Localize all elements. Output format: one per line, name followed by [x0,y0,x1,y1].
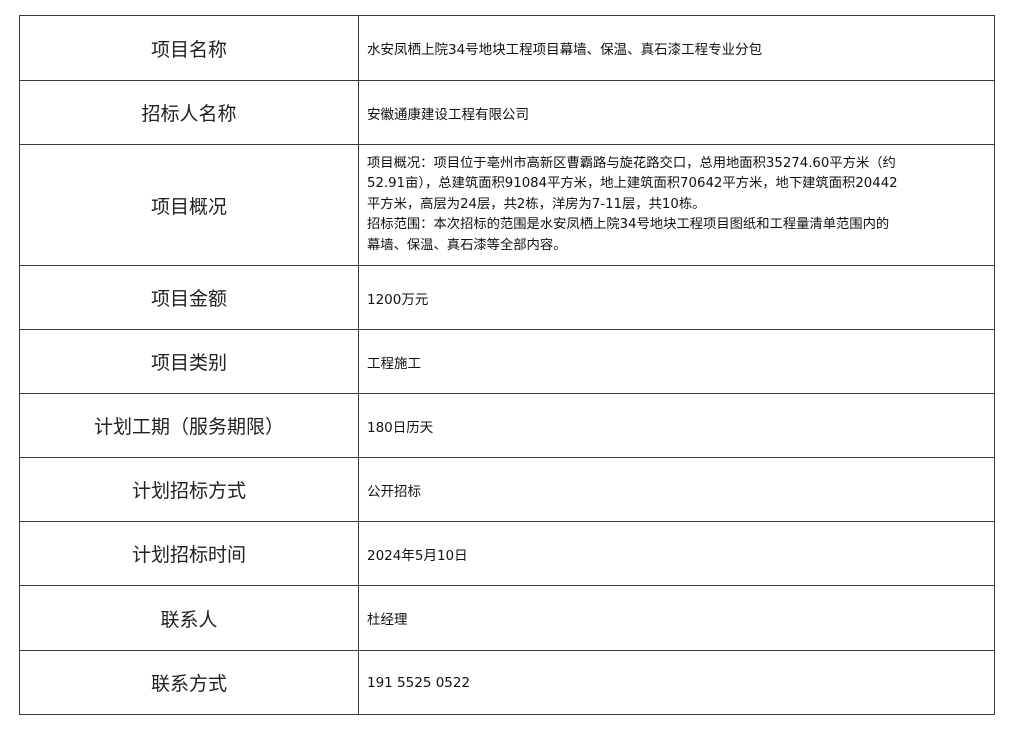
project-name-value: 水安凤栖上院34号地块工程项目幕墙、保温、真石漆工程专业分包 [358,15,995,81]
row-label: 项目概况 [19,144,359,266]
table-row: 计划招标时间 2024年5月10日 [19,521,995,586]
table-row: 计划工期（服务期限） 180日历天 [19,393,995,458]
planned-duration-value: 180日历天 [358,393,995,458]
project-amount-value: 1200万元 [358,265,995,330]
tender-method-value: 公开招标 [358,457,995,522]
row-label: 计划招标时间 [19,521,359,586]
project-info-table: 项目名称 水安凤栖上院34号地块工程项目幕墙、保温、真石漆工程专业分包 招标人名… [19,15,995,715]
row-label: 招标人名称 [19,80,359,145]
row-label: 项目金额 [19,265,359,330]
table-row: 项目金额 1200万元 [19,265,995,330]
contact-phone-value: 191 5525 0522 [358,650,995,715]
table-row: 计划招标方式 公开招标 [19,457,995,522]
overview-line: 项目概况：项目位于亳州市高新区曹霸路与旋花路交口，总用地面积35274.60平方… [367,155,896,171]
row-label: 计划招标方式 [19,457,359,522]
tenderer-name-value: 安徽通康建设工程有限公司 [358,80,995,145]
table-row: 联系人 杜经理 [19,585,995,651]
row-label: 项目类别 [19,329,359,394]
overview-line: 52.91亩），总建筑面积91084平方米，地上建筑面积70642平方米，地下建… [367,176,898,192]
overview-line: 幕墙、保温、真石漆等全部内容。 [367,237,567,253]
tender-date-value: 2024年5月10日 [358,521,995,586]
row-label: 项目名称 [19,15,359,81]
contact-person-value: 杜经理 [358,585,995,651]
overview-line: 招标范围：本次招标的范围是水安凤栖上院34号地块工程项目图纸和工程量清单范围内的 [367,217,890,233]
table-row: 项目概况 项目概况：项目位于亳州市高新区曹霸路与旋花路交口，总用地面积35274… [19,144,995,266]
table-row: 项目名称 水安凤栖上院34号地块工程项目幕墙、保温、真石漆工程专业分包 [19,15,995,81]
table-row: 招标人名称 安徽通康建设工程有限公司 [19,80,995,145]
project-category-value: 工程施工 [358,329,995,394]
overview-line: 平方米，高层为24层，共2栋，洋房为7-11层，共10栋。 [367,196,706,212]
row-label: 计划工期（服务期限） [19,393,359,458]
project-overview-value: 项目概况：项目位于亳州市高新区曹霸路与旋花路交口，总用地面积35274.60平方… [358,144,995,266]
row-label: 联系人 [19,585,359,651]
table-row: 联系方式 191 5525 0522 [19,650,995,715]
row-label: 联系方式 [19,650,359,715]
table-row: 项目类别 工程施工 [19,329,995,394]
